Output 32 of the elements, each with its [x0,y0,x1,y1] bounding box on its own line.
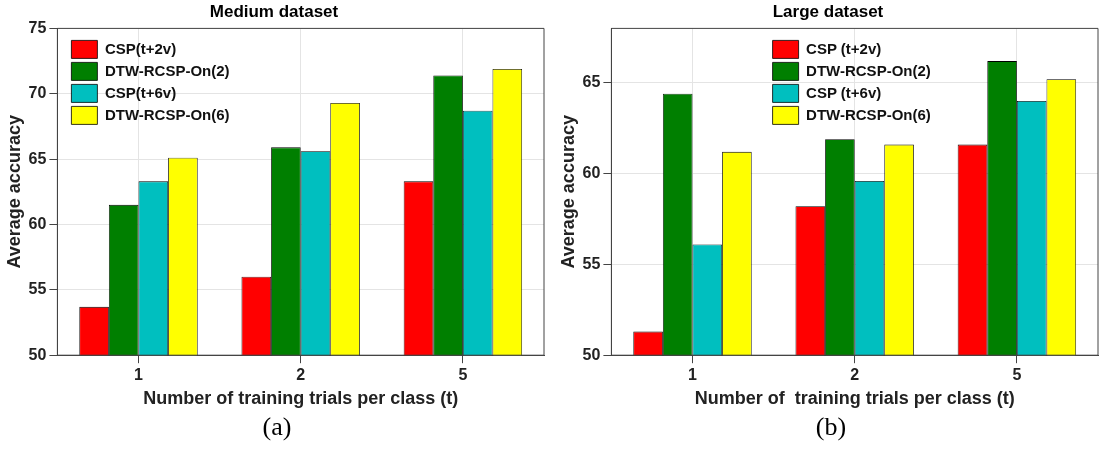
legend-label: DTW-RCSP-On(2) [104,61,230,79]
y-tick-label: 55 [28,280,47,298]
y-tick-label: 50 [28,345,47,363]
x-tick-label: 5 [458,366,468,384]
y-tick-label: 65 [582,73,601,91]
text: (b) [815,412,847,442]
y-axis-title: Average accuracy [3,115,24,269]
legend-label: DTW-RCSP-On(6) [104,105,230,123]
x-axis-title: Number of training trials per class (t) [143,388,459,409]
y-tick-label: 50 [582,345,601,363]
legend-label: CSP(t+6v) [104,83,177,101]
y-tick-label: 75 [28,18,47,36]
legend-label: DTW-RCSP-On(6) [806,105,931,123]
y-tick-label: 60 [28,214,47,232]
legend-label: CSP (t+2v) [806,39,882,57]
legend-label: CSP (t+6v) [806,83,882,101]
y-tick-label: 55 [582,254,601,272]
x-axis-title: Number of training trials per class (t) [694,388,1015,409]
chart-title: Medium dataset [209,1,339,21]
x-tick-label: 2 [296,366,306,384]
y-tick-label: 65 [28,149,47,167]
x-tick-label: 5 [1012,366,1022,384]
legend-label: DTW-RCSP-On(2) [806,61,931,79]
chart-title: Large dataset [772,1,884,21]
x-tick-label: 1 [688,366,698,384]
x-tick-label: 1 [134,366,144,384]
y-tick-label: 60 [582,164,601,182]
y-axis-title: Average accuracy [557,115,578,269]
x-tick-label: 2 [850,366,860,384]
text: (a) [262,412,292,442]
legend-label: CSP(t+2v) [104,39,177,57]
y-tick-label: 70 [28,84,47,102]
